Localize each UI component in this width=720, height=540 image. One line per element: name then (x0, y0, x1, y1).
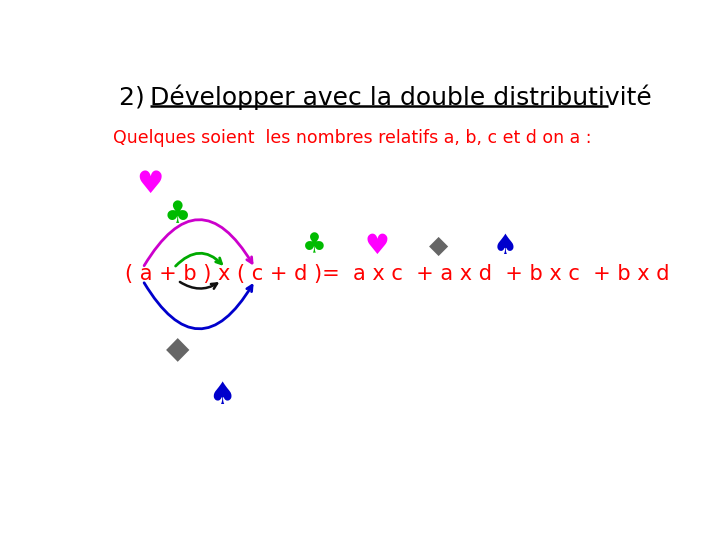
Text: ( a + b ) x ( c + d )=  a x c  + a x d  + b x c  + b x d: ( a + b ) x ( c + d )= a x c + a x d + b… (125, 264, 670, 284)
Text: Développer avec la double distributivité: Développer avec la double distributivité (150, 84, 652, 110)
Text: ◆: ◆ (429, 234, 449, 258)
Text: ♠: ♠ (492, 232, 517, 260)
Text: ♠: ♠ (208, 381, 235, 410)
Text: Quelques soient  les nombres relatifs a, b, c et d on a :: Quelques soient les nombres relatifs a, … (113, 129, 592, 147)
Text: ♣: ♣ (164, 200, 192, 230)
Text: ♥: ♥ (364, 232, 390, 260)
Text: ♣: ♣ (302, 232, 327, 260)
Text: ♥: ♥ (137, 170, 164, 199)
Text: ◆: ◆ (166, 335, 189, 364)
Text: 2): 2) (120, 85, 153, 109)
